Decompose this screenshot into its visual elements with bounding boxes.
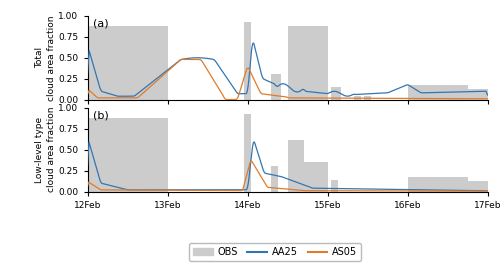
Text: (a): (a): [94, 18, 109, 28]
Legend: OBS, AA25, AS05: OBS, AA25, AS05: [189, 243, 361, 261]
Y-axis label: Low-level type
cloud area fraction: Low-level type cloud area fraction: [35, 107, 56, 193]
Text: (b): (b): [94, 110, 109, 120]
Y-axis label: Total
cloud area fraction: Total cloud area fraction: [35, 15, 56, 101]
